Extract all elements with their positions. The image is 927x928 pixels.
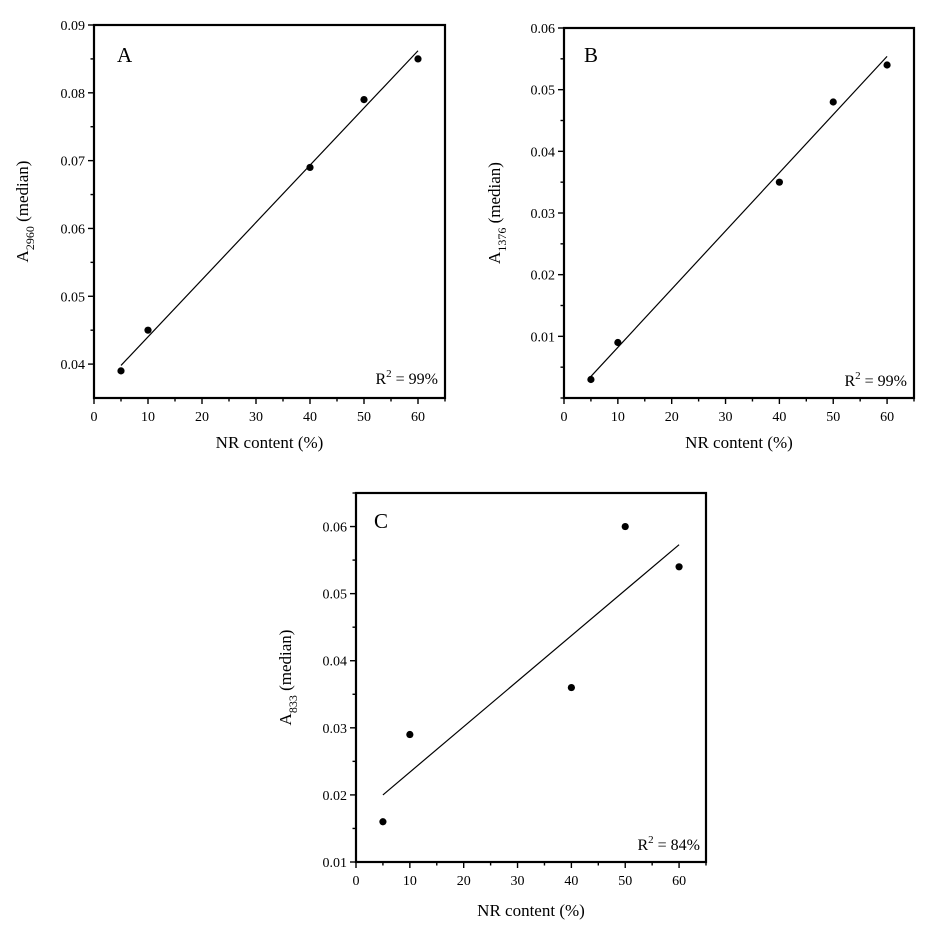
y-tick-label-a: 0.09	[61, 19, 86, 34]
data-point-a	[117, 367, 125, 375]
panel-c: 0 10 20 30 40 50 60 0.01 0.02 0.03 0.04 0.05 0.06 C R2…	[276, 491, 708, 920]
x-tick-label-a: 20	[195, 410, 209, 425]
plot-frame-a	[92, 23, 447, 400]
y-axis-title-a: A2960 (median)	[13, 161, 37, 263]
y-tick-label-c: 0.04	[323, 655, 348, 670]
data-point-a	[360, 96, 368, 104]
y-axis-title-b: A1376 (median)	[485, 162, 509, 264]
data-point-b	[587, 375, 595, 384]
data-point-a	[144, 326, 152, 334]
x-tick-label-b: 40	[772, 410, 786, 425]
y-tick-label-a: 0.08	[61, 87, 86, 102]
x-tick-label-a: 40	[303, 410, 317, 425]
data-point-a	[414, 55, 422, 63]
data-point-b	[614, 338, 622, 347]
data-point-c	[379, 818, 387, 826]
x-tick-label-c: 10	[403, 874, 417, 889]
y-tick-label-b: 0.06	[531, 22, 556, 37]
data-point-b	[775, 178, 783, 186]
y-tick-label-c: 0.06	[323, 521, 348, 536]
y-tick-label-b: 0.05	[531, 84, 556, 99]
data-point-a	[306, 163, 314, 172]
y-tick-label-c: 0.01	[323, 856, 348, 871]
y-tick-label-a: 0.06	[61, 222, 86, 237]
x-tick-label-b: 30	[719, 410, 733, 425]
x-tick-label-b: 60	[880, 410, 894, 425]
y-tick-label-c: 0.05	[323, 588, 348, 603]
panel-label-c: C	[374, 509, 388, 533]
y-tick-label-b: 0.01	[531, 330, 556, 345]
x-tick-label-a: 10	[141, 410, 155, 425]
y-tick-label-c: 0.03	[323, 722, 348, 737]
data-point-b	[829, 98, 837, 106]
panel-label-a: A	[117, 43, 133, 67]
data-point-b	[883, 61, 891, 69]
x-tick-label-c: 0	[353, 874, 360, 889]
x-tick-label-b: 0	[561, 410, 568, 425]
panel-b: 0 10 20 30 40 50 60 0.01 0.02 0.03 0.04 0.05 0.06 B R2…	[485, 22, 916, 452]
r-squared-annotation-a: R2 = 99%	[375, 368, 438, 388]
x-tick-label-b: 10	[611, 410, 625, 425]
x-tick-label-c: 40	[564, 874, 578, 889]
x-tick-label-c: 30	[511, 874, 525, 889]
x-tick-label-b: 20	[665, 410, 679, 425]
x-tick-label-c: 50	[618, 874, 632, 889]
panel-a: 0 10 20 30 40 50 60 0.04 0.05 0.06 0.07 0.08 0.09 A R2…	[13, 19, 447, 452]
y-tick-label-a: 0.07	[61, 155, 86, 170]
data-point-c	[621, 522, 629, 531]
fit-line-a	[120, 50, 419, 366]
x-tick-label-a: 60	[411, 410, 425, 425]
y-tick-label-b: 0.02	[531, 269, 556, 284]
y-tick-label-b: 0.03	[531, 207, 556, 222]
y-tick-label-b: 0.04	[531, 145, 556, 160]
plot-frame-c	[354, 491, 708, 864]
fit-line-b	[590, 55, 888, 377]
x-tick-label-b: 50	[826, 410, 840, 425]
r-squared-annotation-c: R2 = 84%	[637, 834, 700, 854]
x-axis-title-c: NR content (%)	[477, 901, 585, 920]
y-tick-label-a: 0.04	[61, 358, 86, 373]
r-squared-annotation-b: R2 = 99%	[844, 370, 907, 390]
data-point-c	[567, 683, 575, 692]
x-axis-title-b: NR content (%)	[685, 433, 793, 452]
data-point-c	[675, 563, 683, 571]
x-tick-label-c: 60	[672, 874, 686, 889]
fit-line-c	[382, 544, 680, 796]
x-tick-label-c: 20	[457, 874, 471, 889]
x-tick-label-a: 0	[91, 410, 98, 425]
y-tick-label-a: 0.05	[61, 290, 86, 305]
y-axis-title-c: A833 (median)	[276, 630, 300, 726]
x-tick-label-a: 50	[357, 410, 371, 425]
data-point-c	[406, 730, 414, 739]
x-tick-label-a: 30	[249, 410, 263, 425]
y-tick-label-c: 0.02	[323, 789, 348, 804]
x-axis-title-a: NR content (%)	[216, 433, 324, 452]
panel-label-b: B	[584, 43, 598, 67]
